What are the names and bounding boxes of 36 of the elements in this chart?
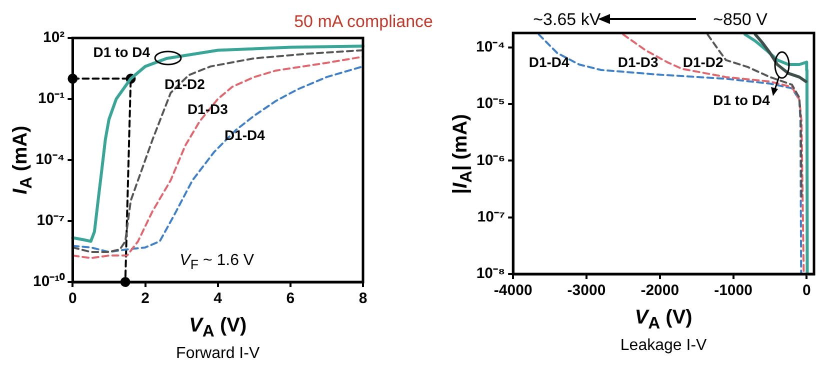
- series-label: D1-D2: [682, 54, 724, 70]
- text: ~3.65 kV: [533, 10, 601, 28]
- annotation: D1 to D4: [713, 92, 770, 108]
- series-label: D1-D4: [528, 54, 570, 70]
- series-label: D1-D3: [618, 54, 658, 70]
- text: Forward I-V: [176, 345, 260, 362]
- x-axis-title: V$_{A}$ (V): [189, 314, 247, 341]
- series-label: D1-D4: [224, 127, 265, 143]
- x-tick-label: 2: [141, 290, 150, 308]
- series-label: D1-D3: [187, 101, 228, 117]
- x-tick-label: 6: [286, 290, 295, 308]
- x-tick-label: -3000: [567, 282, 606, 300]
- y-tick-label: 10⁻¹: [38, 90, 65, 108]
- y-tick-label: 10⁻⁷: [477, 208, 506, 226]
- text: ~850 V: [713, 10, 768, 28]
- x-tick-label: -2000: [640, 282, 680, 300]
- x-tick-label: 8: [358, 290, 368, 308]
- text: Leakage I-V: [620, 337, 707, 354]
- y-tick-label: 10⁻⁴: [36, 151, 65, 168]
- y-tick-label: 10⁻¹⁰: [32, 272, 66, 290]
- text: 50 mA compliance: [294, 12, 433, 30]
- x-tick-label: 4: [214, 290, 223, 308]
- y-tick-label: 10⁻⁵: [476, 95, 506, 112]
- y-tick-label: 10⁻⁴: [476, 38, 506, 56]
- x-axis-title: V$_{A}$ (V): [634, 306, 692, 333]
- x-tick-label: 0: [68, 290, 77, 308]
- annotation: V$_{F}$ ~ 1.6 V: [180, 252, 254, 272]
- x-tick-label: 0: [802, 282, 811, 300]
- y-tick-label: 10⁻⁸: [476, 265, 506, 282]
- y-tick-label: 10⁻⁷: [36, 212, 65, 230]
- series-label: D1-D2: [164, 76, 205, 92]
- series-label: D1 to D4: [93, 44, 150, 60]
- y-tick-label: 10⁻⁶: [476, 152, 506, 169]
- x-tick-label: -4000: [494, 282, 532, 300]
- y-tick-label: 10²: [42, 29, 65, 46]
- x-tick-label: -1000: [714, 282, 752, 300]
